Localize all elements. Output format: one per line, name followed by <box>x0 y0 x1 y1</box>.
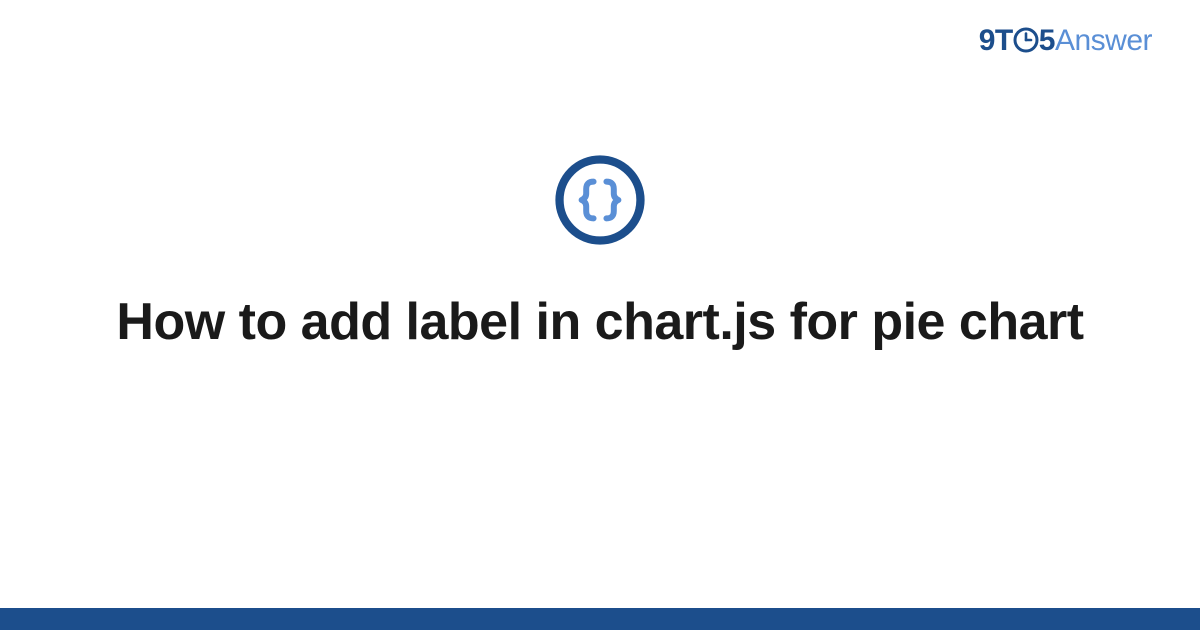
brand-prefix: 9T <box>979 24 1013 57</box>
page-title: How to add label in chart.js for pie cha… <box>0 290 1200 355</box>
brand-suffix-word: Answer <box>1055 24 1152 57</box>
code-braces-icon <box>554 154 646 246</box>
footer-accent-bar <box>0 608 1200 630</box>
category-icon <box>554 154 646 246</box>
brand-suffix-digit: 5 <box>1039 24 1055 57</box>
clock-icon <box>1013 27 1039 53</box>
site-brand-logo: 9T 5Answer <box>979 24 1152 58</box>
